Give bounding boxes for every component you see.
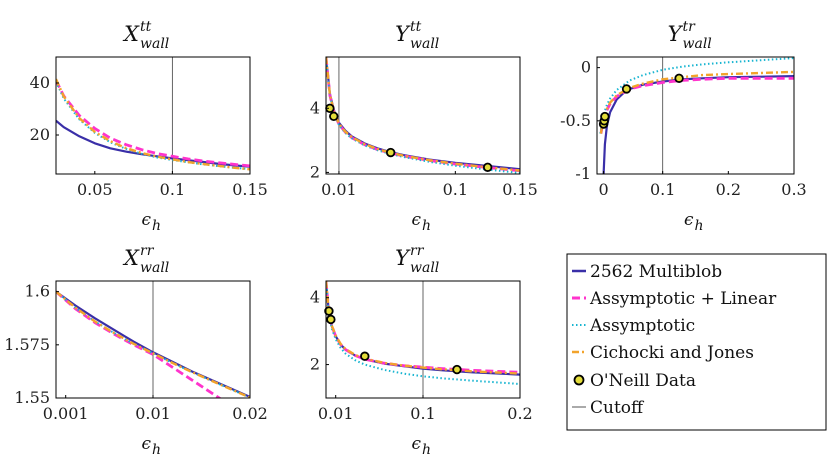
panel-title-sup: tt — [140, 19, 152, 35]
panel-title: Y — [395, 22, 411, 46]
oneill-point — [621, 84, 632, 94]
series-cj — [56, 78, 250, 171]
y-tick-label: -0.5 — [560, 111, 591, 130]
x-tick-label: 0.15 — [502, 180, 538, 199]
x-tick-label: 0.05 — [77, 180, 113, 199]
legend-label-oneill: O'Neill Data — [590, 371, 696, 391]
axes-box — [325, 56, 521, 175]
oneill-point — [326, 314, 336, 325]
y-tick-label: 0 — [581, 58, 591, 77]
oneill-point — [600, 111, 610, 122]
x-tick-label: 0.15 — [232, 180, 268, 199]
panel-title-sub: wall — [410, 36, 439, 52]
panel-title: Y — [395, 246, 411, 270]
x-axis-label: ϵ — [411, 434, 421, 454]
oneill-point — [674, 73, 684, 83]
axes-box — [55, 56, 251, 175]
x-tick-label: 0.01 — [318, 404, 354, 423]
legend: 2562 Multiblob Assymptotic + Linear Assy… — [566, 253, 827, 431]
axes-box — [596, 56, 795, 175]
panel-title: X — [122, 22, 140, 46]
x-tick-label: 0 — [598, 180, 608, 199]
oneill-point — [452, 364, 462, 375]
panel-title: Y — [668, 22, 684, 46]
panel-title-sup: tt — [410, 19, 422, 35]
x-tick-label: 0.1 — [650, 180, 675, 199]
y-tick-label: 4 — [310, 98, 320, 117]
series-cj — [56, 290, 250, 398]
x-axis-label: ϵ — [141, 210, 151, 230]
legend-label-multiblob: 2562 Multiblob — [590, 262, 722, 282]
x-axis-label-sub: h — [695, 218, 704, 234]
legend-label-cj: Cichocki and Jones — [590, 343, 754, 363]
legend-label-asym-lin: Assymptotic + Linear — [589, 289, 777, 309]
x-tick-label: 0.3 — [781, 180, 806, 199]
x-tick-label: 0.1 — [410, 404, 435, 423]
panel-title-sup: rr — [410, 243, 425, 259]
y-tick-label: 4 — [310, 288, 320, 307]
series-asym_lin — [56, 79, 250, 168]
oneill-point — [482, 162, 493, 172]
x-axis-label-sub: h — [422, 442, 431, 458]
panel-title-sub: wall — [140, 260, 169, 276]
legend-label-cutoff: Cutoff — [590, 398, 645, 418]
y-tick-label: 2 — [310, 355, 320, 374]
panel-title: X — [122, 246, 140, 270]
panel-title-sub: wall — [410, 260, 439, 276]
legend-marker-oneill — [573, 374, 585, 386]
oneill-point — [360, 351, 370, 361]
oneill-point — [385, 147, 396, 158]
x-tick-label: 0.2 — [507, 404, 532, 423]
x-tick-label: 0.001 — [43, 404, 89, 423]
y-tick-label: 2 — [310, 162, 320, 181]
y-tick-label: 1.6 — [25, 282, 50, 301]
x-axis-label: ϵ — [411, 210, 421, 230]
panel-title-sub: wall — [683, 36, 712, 52]
x-axis-label-sub: h — [422, 218, 431, 234]
y-tick-label: 40 — [30, 73, 50, 92]
panel-title-sup: rr — [140, 243, 155, 259]
x-axis-label-sub: h — [152, 218, 161, 234]
x-axis-label-sub: h — [152, 442, 161, 458]
x-tick-label: 0.01 — [135, 404, 171, 423]
panel-title-sub: wall — [140, 36, 169, 52]
x-tick-label: 0.1 — [160, 180, 185, 199]
x-tick-label: 0.01 — [321, 180, 357, 199]
y-tick-label: 20 — [30, 125, 50, 144]
y-tick-label: -1 — [575, 164, 591, 183]
y-tick-label: 1.55 — [14, 388, 50, 407]
x-tick-label: 0.2 — [716, 180, 741, 199]
oneill-point — [329, 111, 339, 122]
legend-box — [566, 253, 827, 431]
series-cj — [326, 281, 520, 375]
y-tick-label: 1.575 — [4, 335, 50, 354]
oneill-point — [324, 306, 334, 316]
x-axis-label: ϵ — [141, 434, 151, 454]
x-tick-label: 0.1 — [443, 180, 468, 199]
legend-label-asym: Assymptotic — [589, 316, 695, 336]
x-axis-label: ϵ — [684, 210, 694, 230]
panel-title-sup: tr — [683, 19, 697, 35]
x-tick-label: 0.02 — [232, 404, 268, 423]
